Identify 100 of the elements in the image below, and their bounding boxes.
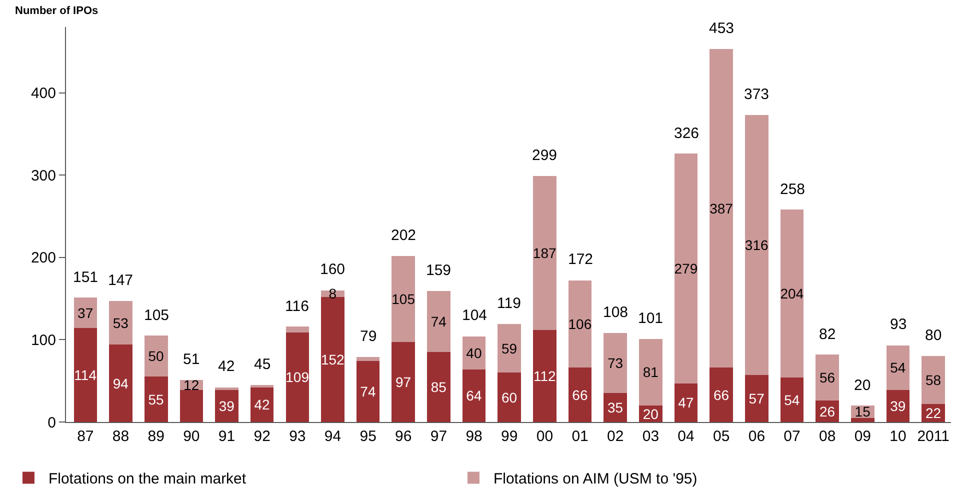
data-label: 15 xyxy=(854,404,871,420)
x-tick-label: 02 xyxy=(607,428,624,445)
data-label: 94 xyxy=(112,375,129,392)
bar xyxy=(498,372,522,422)
total-label: 20 xyxy=(854,377,871,394)
total-label: 116 xyxy=(285,298,309,315)
x-tick-label: 87 xyxy=(77,428,94,445)
total-label: 299 xyxy=(532,147,558,164)
bar xyxy=(745,375,768,422)
y-tick-label: 300 xyxy=(30,167,56,184)
x-tick-label: 97 xyxy=(430,428,448,445)
data-label: 74 xyxy=(360,384,376,400)
total-label: 51 xyxy=(183,351,200,368)
total-label: 45 xyxy=(254,356,271,373)
data-label: 204 xyxy=(780,286,804,302)
data-label: 58 xyxy=(925,372,942,388)
data-label: 60 xyxy=(501,389,518,406)
bar xyxy=(745,115,768,376)
x-tick-label: 04 xyxy=(678,428,694,445)
bar xyxy=(427,291,450,352)
data-label: 73 xyxy=(607,355,624,372)
bar xyxy=(109,344,132,422)
bar xyxy=(392,256,416,342)
data-label: 56 xyxy=(819,370,836,386)
x-tick-label: 94 xyxy=(324,428,342,445)
data-label: 109 xyxy=(286,369,310,386)
bar xyxy=(286,326,310,332)
total-label: 160 xyxy=(320,261,346,278)
total-label: 159 xyxy=(426,262,452,279)
total-label: 326 xyxy=(674,125,700,142)
total-label: 104 xyxy=(462,307,488,324)
bar xyxy=(356,356,380,362)
data-label: 81 xyxy=(642,364,659,380)
total-label: 80 xyxy=(925,327,942,344)
bar xyxy=(74,328,98,422)
data-label: 22 xyxy=(925,404,942,421)
data-label: 97 xyxy=(396,374,412,390)
bar xyxy=(533,330,556,422)
data-label: 187 xyxy=(532,244,556,261)
x-tick-label: 06 xyxy=(748,428,766,445)
bar xyxy=(780,378,804,422)
data-label: 50 xyxy=(148,348,164,364)
bar xyxy=(780,210,804,378)
total-label: 108 xyxy=(603,304,628,321)
y-tick-label: 200 xyxy=(30,250,56,267)
bar xyxy=(144,336,168,377)
y-tick-label: 100 xyxy=(30,332,56,349)
data-label: 47 xyxy=(678,394,694,411)
bar xyxy=(180,390,204,422)
bar xyxy=(144,376,168,422)
bar xyxy=(286,332,310,422)
data-label: 42 xyxy=(254,396,270,413)
bar xyxy=(674,154,698,384)
total-label: 147 xyxy=(108,272,134,289)
total-label: 258 xyxy=(780,181,806,198)
data-label: 12 xyxy=(184,376,200,393)
total-label: 151 xyxy=(73,269,98,286)
x-tick-label: 2011 xyxy=(917,428,950,445)
x-tick-label: 01 xyxy=(572,428,588,445)
data-label: 40 xyxy=(466,344,482,361)
total-label: 101 xyxy=(638,310,664,327)
x-tick-label: 05 xyxy=(713,428,730,445)
x-tick-label: 03 xyxy=(642,428,660,445)
bar xyxy=(674,383,698,422)
x-tick-label: 90 xyxy=(183,428,200,445)
data-label: 105 xyxy=(392,290,416,307)
bar xyxy=(215,390,238,422)
data-label: 112 xyxy=(533,368,556,384)
x-tick-label: 10 xyxy=(890,428,906,445)
bar xyxy=(250,387,274,422)
bar xyxy=(568,280,592,368)
bar xyxy=(392,342,416,422)
data-label: 39 xyxy=(890,398,906,414)
data-label: 85 xyxy=(430,379,447,396)
data-label: 8 xyxy=(328,286,337,302)
x-tick-label: 91 xyxy=(218,428,236,445)
bar xyxy=(74,298,98,328)
x-tick-label: 07 xyxy=(784,428,800,445)
bar xyxy=(568,368,592,422)
x-tick-label: 00 xyxy=(536,428,554,445)
x-tick-label: 93 xyxy=(289,428,306,445)
data-label: 66 xyxy=(572,386,588,403)
data-label: 152 xyxy=(320,351,345,368)
total-label: 373 xyxy=(744,86,770,103)
data-label: 26 xyxy=(819,403,836,420)
data-label: 35 xyxy=(607,400,624,416)
bar xyxy=(498,324,522,373)
data-label: 39 xyxy=(218,398,235,414)
bar xyxy=(886,345,910,390)
bar xyxy=(851,418,874,422)
bar xyxy=(533,176,556,330)
data-label: 53 xyxy=(112,314,129,331)
data-label: 55 xyxy=(148,391,164,408)
data-label: 387 xyxy=(710,200,734,216)
bar xyxy=(215,387,238,390)
y-axis-title: Number of IPOs xyxy=(15,5,98,17)
y-tick-label: 400 xyxy=(30,85,56,102)
total-label: 119 xyxy=(497,295,521,312)
total-label: 202 xyxy=(391,227,416,244)
bar xyxy=(604,393,628,422)
